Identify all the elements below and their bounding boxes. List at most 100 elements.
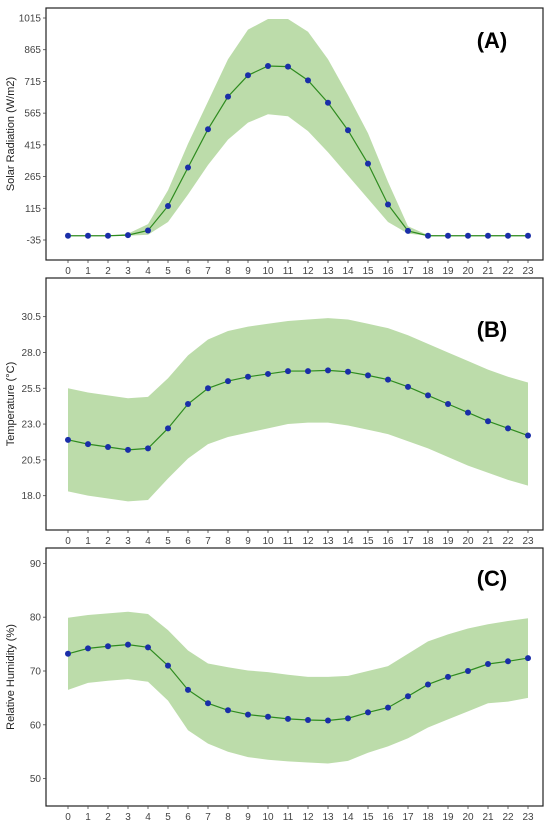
x-tick-label: 22 xyxy=(502,536,514,547)
data-point xyxy=(165,425,171,431)
x-tick-label: 11 xyxy=(283,812,294,821)
y-tick-label: 865 xyxy=(24,45,41,56)
data-point xyxy=(85,645,91,651)
x-tick-label: 14 xyxy=(342,812,354,821)
data-point xyxy=(285,368,291,374)
x-tick-label: 12 xyxy=(302,536,314,547)
data-point xyxy=(365,161,371,167)
data-point xyxy=(205,700,211,706)
x-tick-label: 5 xyxy=(165,266,171,277)
y-tick-label: 50 xyxy=(30,774,42,785)
y-tick-label: 28.0 xyxy=(22,348,42,359)
x-tick-label: 15 xyxy=(362,812,374,821)
y-tick-label: 715 xyxy=(24,77,41,88)
x-tick-label: 18 xyxy=(422,536,434,547)
data-point xyxy=(445,401,451,407)
data-point xyxy=(365,372,371,378)
x-tick-label: 0 xyxy=(65,536,71,547)
x-tick-label: 23 xyxy=(522,266,534,277)
x-tick-label: 21 xyxy=(482,266,494,277)
data-point xyxy=(505,425,511,431)
data-point xyxy=(405,228,411,234)
y-tick-label: 30.5 xyxy=(22,312,42,323)
x-tick-label: 1 xyxy=(85,266,91,277)
x-tick-label: 0 xyxy=(65,266,71,277)
data-point xyxy=(185,164,191,170)
data-point xyxy=(485,233,491,239)
data-point xyxy=(425,392,431,398)
data-point xyxy=(105,233,111,239)
data-point xyxy=(265,63,271,69)
data-point xyxy=(225,94,231,100)
data-point xyxy=(325,367,331,373)
x-tick-label: 16 xyxy=(382,266,394,277)
data-point xyxy=(325,718,331,724)
data-point xyxy=(465,410,471,416)
x-tick-label: 9 xyxy=(245,266,251,277)
x-tick-label: 19 xyxy=(442,812,454,821)
data-point xyxy=(325,100,331,106)
panel-label: (A) xyxy=(477,28,508,53)
data-point xyxy=(125,232,131,238)
x-tick-label: 9 xyxy=(245,536,251,547)
panel-label: (C) xyxy=(477,566,508,591)
x-tick-label: 17 xyxy=(402,266,414,277)
data-point xyxy=(525,655,531,661)
data-point xyxy=(345,127,351,133)
y-axis-label: Solar Radiation (W/m2) xyxy=(5,77,17,191)
x-tick-label: 2 xyxy=(105,266,111,277)
x-tick-label: 7 xyxy=(205,812,211,821)
x-tick-label: 7 xyxy=(205,536,211,547)
data-point xyxy=(265,371,271,377)
data-point xyxy=(505,233,511,239)
data-point xyxy=(445,674,451,680)
x-tick-label: 14 xyxy=(342,266,354,277)
data-point xyxy=(525,233,531,239)
x-tick-label: 6 xyxy=(185,812,191,821)
x-tick-label: 1 xyxy=(85,536,91,547)
x-tick-label: 17 xyxy=(402,536,414,547)
x-tick-label: 8 xyxy=(225,536,231,547)
x-tick-label: 17 xyxy=(402,812,414,821)
data-point xyxy=(445,233,451,239)
data-point xyxy=(305,717,311,723)
x-tick-label: 16 xyxy=(382,812,394,821)
data-point xyxy=(405,693,411,699)
data-point xyxy=(185,401,191,407)
data-point xyxy=(385,201,391,207)
data-point xyxy=(145,644,151,650)
x-tick-label: 2 xyxy=(105,536,111,547)
data-point xyxy=(245,72,251,78)
x-tick-label: 13 xyxy=(322,536,334,547)
data-point xyxy=(85,441,91,447)
data-point xyxy=(245,712,251,718)
x-tick-label: 18 xyxy=(422,266,434,277)
y-tick-label: 115 xyxy=(25,204,41,215)
data-point xyxy=(205,385,211,391)
data-point xyxy=(125,447,131,453)
y-tick-label: 23.0 xyxy=(22,420,42,431)
x-tick-label: 6 xyxy=(185,536,191,547)
x-tick-label: 6 xyxy=(185,266,191,277)
data-point xyxy=(525,433,531,439)
data-point xyxy=(265,714,271,720)
x-tick-label: 13 xyxy=(322,266,334,277)
data-point xyxy=(105,444,111,450)
x-tick-label: 22 xyxy=(502,266,514,277)
y-tick-label: 565 xyxy=(24,109,41,120)
x-tick-label: 21 xyxy=(482,812,494,821)
x-tick-label: 20 xyxy=(462,266,474,277)
data-point xyxy=(145,445,151,451)
data-point xyxy=(165,203,171,209)
x-tick-label: 4 xyxy=(145,812,151,821)
x-tick-label: 14 xyxy=(342,536,354,547)
x-tick-label: 2 xyxy=(105,812,111,821)
x-tick-label: 20 xyxy=(462,812,474,821)
data-point xyxy=(225,707,231,713)
y-tick-label: 25.5 xyxy=(22,384,42,395)
x-tick-label: 12 xyxy=(302,266,314,277)
data-point xyxy=(425,233,431,239)
x-tick-label: 11 xyxy=(283,266,294,277)
x-tick-label: 19 xyxy=(442,266,454,277)
